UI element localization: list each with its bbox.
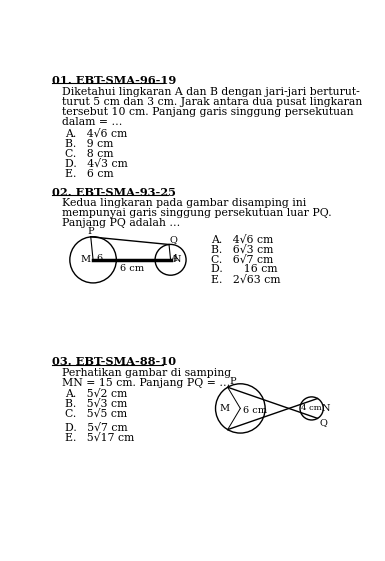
Text: M: M [80, 255, 91, 264]
Text: 6: 6 [96, 254, 102, 263]
Text: E.   2√63 cm: E. 2√63 cm [211, 274, 280, 284]
Text: A.   5√2 cm: A. 5√2 cm [65, 389, 127, 399]
Text: turut 5 cm dan 3 cm. Jarak antara dua pusat lingkaran: turut 5 cm dan 3 cm. Jarak antara dua pu… [62, 96, 362, 107]
Text: 6 cm: 6 cm [243, 406, 268, 415]
Text: 4 cm: 4 cm [301, 404, 322, 412]
Text: Panjang PQ adalah …: Panjang PQ adalah … [62, 218, 180, 228]
Text: B.   9 cm: B. 9 cm [65, 139, 114, 149]
Text: Q: Q [319, 419, 327, 427]
Text: C.   6√7 cm: C. 6√7 cm [211, 255, 273, 264]
Text: mempunyai garis singgung persekutuan luar PQ.: mempunyai garis singgung persekutuan lua… [62, 208, 332, 218]
Text: A.   4√6 cm: A. 4√6 cm [65, 129, 127, 139]
Text: B.   6√3 cm: B. 6√3 cm [211, 245, 273, 255]
Text: 6 cm: 6 cm [120, 264, 144, 273]
Text: P: P [229, 378, 236, 387]
Text: E.   5√17 cm: E. 5√17 cm [65, 433, 134, 443]
Text: D.   5√7 cm: D. 5√7 cm [65, 423, 128, 433]
Text: Q: Q [170, 234, 177, 243]
Text: P: P [87, 227, 94, 236]
Text: M: M [219, 404, 229, 413]
Text: N: N [322, 404, 330, 413]
Text: 03. EBT-SMA-88-10: 03. EBT-SMA-88-10 [52, 356, 176, 367]
Text: D.      16 cm: D. 16 cm [211, 264, 277, 274]
Text: C.   8 cm: C. 8 cm [65, 149, 114, 159]
Text: Kedua lingkaran pada gambar disamping ini: Kedua lingkaran pada gambar disamping in… [62, 198, 306, 208]
Text: C.   5√5 cm: C. 5√5 cm [65, 409, 127, 419]
Text: N: N [172, 255, 181, 264]
Text: Perhatikan gambar di samping: Perhatikan gambar di samping [62, 367, 231, 378]
Text: MN = 15 cm. Panjang PQ = …: MN = 15 cm. Panjang PQ = … [62, 378, 230, 388]
Text: 02. EBT-SMA-93-25: 02. EBT-SMA-93-25 [52, 187, 176, 197]
Text: E.   6 cm: E. 6 cm [65, 169, 114, 179]
Text: tersebut 10 cm. Panjang garis singgung persekutuan: tersebut 10 cm. Panjang garis singgung p… [62, 107, 353, 117]
Text: 4: 4 [172, 254, 178, 263]
Text: A.   4√6 cm: A. 4√6 cm [211, 234, 273, 245]
Text: D.   4√3 cm: D. 4√3 cm [65, 159, 128, 169]
Text: B.   5√3 cm: B. 5√3 cm [65, 399, 127, 409]
Text: 01. EBT-SMA-96-19: 01. EBT-SMA-96-19 [52, 75, 176, 86]
Text: Diketahui lingkaran A dan B dengan jari-jari berturut-: Diketahui lingkaran A dan B dengan jari-… [62, 86, 360, 96]
Text: dalam = …: dalam = … [62, 117, 122, 127]
